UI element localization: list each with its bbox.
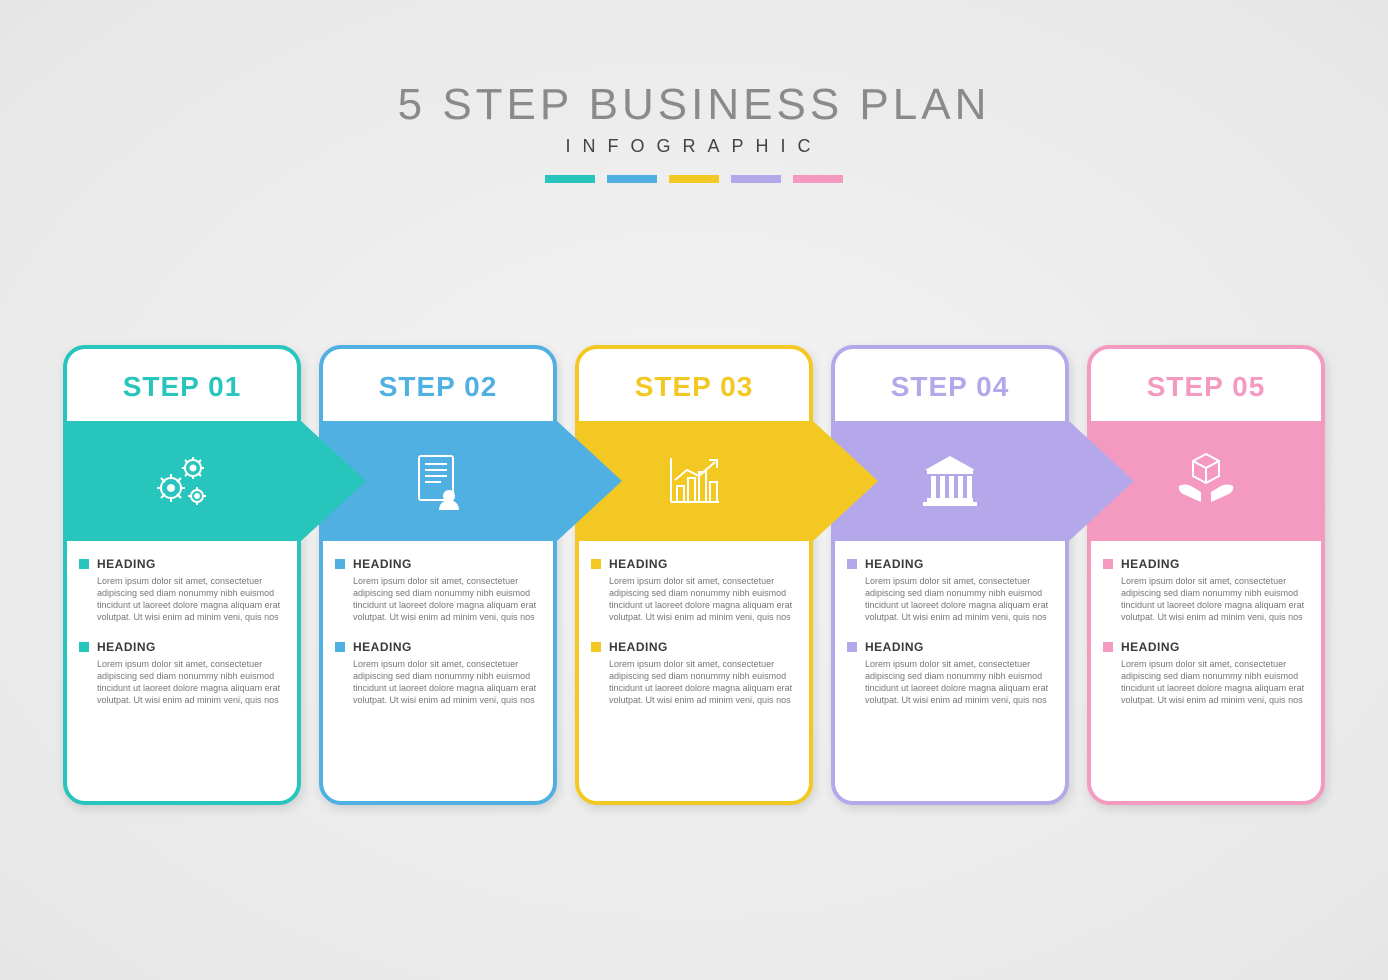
content-block: HEADING Lorem ipsum dolor sit amet, cons… [1103, 557, 1309, 624]
content-block: HEADING Lorem ipsum dolor sit amet, cons… [847, 640, 1053, 707]
content-block: HEADING Lorem ipsum dolor sit amet, cons… [847, 557, 1053, 624]
step-title: STEP 02 [323, 349, 553, 421]
heading-row: HEADING [335, 640, 541, 654]
main-title: 5 STEP BUSINESS PLAN [0, 80, 1388, 130]
heading-label: HEADING [97, 640, 156, 654]
step-content: HEADING Lorem ipsum dolor sit amet, cons… [335, 557, 541, 722]
content-block: HEADING Lorem ipsum dolor sit amet, cons… [591, 640, 797, 707]
content-block: HEADING Lorem ipsum dolor sit amet, cons… [335, 640, 541, 707]
bullet-icon [335, 642, 345, 652]
body-text: Lorem ipsum dolor sit amet, consectetuer… [79, 658, 285, 707]
step-title: STEP 01 [67, 349, 297, 421]
step-content: HEADING Lorem ipsum dolor sit amet, cons… [591, 557, 797, 722]
step-card-3: STEP 03 HEADING Lorem ipsum dolor sit am… [575, 345, 813, 805]
heading-row: HEADING [591, 640, 797, 654]
steps-row: STEP 01 HEADING Lorem ipsum dolor sit am… [63, 345, 1325, 805]
subtitle: INFOGRAPHIC [0, 136, 1388, 157]
heading-label: HEADING [609, 557, 668, 571]
bullet-icon [1103, 642, 1113, 652]
heading-label: HEADING [1121, 640, 1180, 654]
heading-label: HEADING [353, 640, 412, 654]
swatch-1 [607, 175, 657, 183]
step-card-1: STEP 01 HEADING Lorem ipsum dolor sit am… [63, 345, 301, 805]
swatch-3 [731, 175, 781, 183]
bullet-icon [79, 559, 89, 569]
body-text: Lorem ipsum dolor sit amet, consectetuer… [1103, 658, 1309, 707]
step-content: HEADING Lorem ipsum dolor sit amet, cons… [79, 557, 285, 722]
heading-label: HEADING [1121, 557, 1180, 571]
swatch-4 [793, 175, 843, 183]
body-text: Lorem ipsum dolor sit amet, consectetuer… [847, 575, 1053, 624]
heading-row: HEADING [847, 557, 1053, 571]
bullet-icon [591, 559, 601, 569]
body-text: Lorem ipsum dolor sit amet, consectetuer… [591, 575, 797, 624]
step-card-4: STEP 04 HEADING Lorem ipsum dolor sit am… [831, 345, 1069, 805]
bullet-icon [1103, 559, 1113, 569]
content-block: HEADING Lorem ipsum dolor sit amet, cons… [335, 557, 541, 624]
gears-icon [67, 421, 297, 541]
heading-row: HEADING [1103, 640, 1309, 654]
step-title: STEP 05 [1091, 349, 1321, 421]
bullet-icon [591, 642, 601, 652]
header: 5 STEP BUSINESS PLAN INFOGRAPHIC [0, 0, 1388, 183]
content-block: HEADING Lorem ipsum dolor sit amet, cons… [591, 557, 797, 624]
body-text: Lorem ipsum dolor sit amet, consectetuer… [591, 658, 797, 707]
content-block: HEADING Lorem ipsum dolor sit amet, cons… [79, 640, 285, 707]
body-text: Lorem ipsum dolor sit amet, consectetuer… [335, 575, 541, 624]
body-text: Lorem ipsum dolor sit amet, consectetuer… [1103, 575, 1309, 624]
heading-label: HEADING [865, 640, 924, 654]
bullet-icon [79, 642, 89, 652]
step-title: STEP 04 [835, 349, 1065, 421]
body-text: Lorem ipsum dolor sit amet, consectetuer… [847, 658, 1053, 707]
heading-label: HEADING [609, 640, 668, 654]
swatch-2 [669, 175, 719, 183]
body-text: Lorem ipsum dolor sit amet, consectetuer… [335, 658, 541, 707]
heading-row: HEADING [335, 557, 541, 571]
step-content: HEADING Lorem ipsum dolor sit amet, cons… [847, 557, 1053, 722]
heading-row: HEADING [1103, 557, 1309, 571]
heading-label: HEADING [353, 557, 412, 571]
body-text: Lorem ipsum dolor sit amet, consectetuer… [79, 575, 285, 624]
bullet-icon [335, 559, 345, 569]
heading-row: HEADING [79, 557, 285, 571]
step-title: STEP 03 [579, 349, 809, 421]
heading-label: HEADING [865, 557, 924, 571]
swatch-0 [545, 175, 595, 183]
step-card-2: STEP 02 HEADING Lorem ipsum dolor sit am… [319, 345, 557, 805]
heading-row: HEADING [847, 640, 1053, 654]
content-block: HEADING Lorem ipsum dolor sit amet, cons… [79, 557, 285, 624]
heading-label: HEADING [97, 557, 156, 571]
content-block: HEADING Lorem ipsum dolor sit amet, cons… [1103, 640, 1309, 707]
bullet-icon [847, 642, 857, 652]
color-swatches [0, 175, 1388, 183]
step-card-5: STEP 05 HEADING Lorem ipsum dolor sit am… [1087, 345, 1325, 805]
bullet-icon [847, 559, 857, 569]
heading-row: HEADING [79, 640, 285, 654]
heading-row: HEADING [591, 557, 797, 571]
step-content: HEADING Lorem ipsum dolor sit amet, cons… [1103, 557, 1309, 722]
